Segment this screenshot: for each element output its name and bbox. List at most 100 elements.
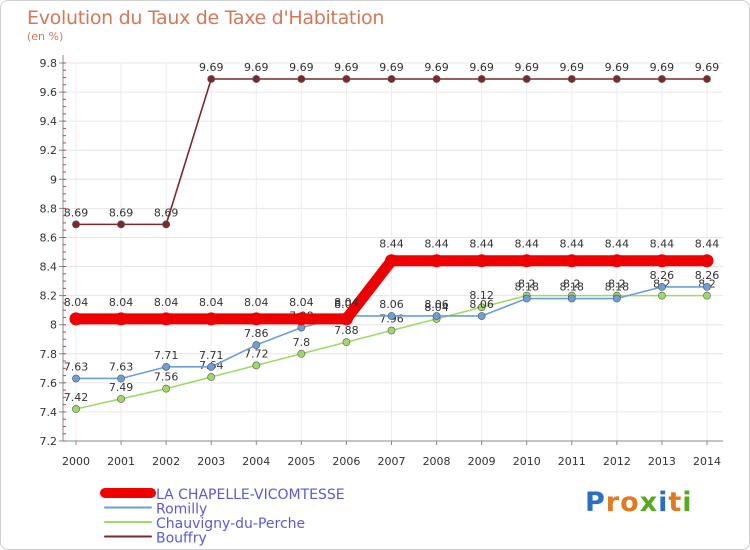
data-label: 9.69 — [695, 61, 720, 74]
data-point — [475, 254, 489, 268]
data-point — [204, 312, 218, 326]
x-tick-label: 2008 — [423, 455, 451, 468]
y-tick-label: 7.4 — [40, 406, 58, 419]
y-tick-label: 9 — [50, 173, 57, 186]
y-tick-label: 8.4 — [40, 261, 58, 274]
data-point — [520, 254, 534, 268]
data-label: 8.44 — [605, 238, 630, 251]
data-label: 8.44 — [650, 238, 675, 251]
legend-label: Romilly — [156, 502, 207, 518]
data-point — [655, 254, 669, 268]
data-label: 7.63 — [109, 360, 134, 373]
x-tick-label: 2010 — [513, 455, 541, 468]
data-label: 9.69 — [650, 61, 675, 74]
x-tick-label: 2007 — [378, 455, 406, 468]
data-point — [385, 254, 398, 268]
data-label: 9.69 — [514, 61, 539, 74]
data-point — [249, 312, 263, 326]
data-point — [387, 75, 396, 83]
data-label: 8.44 — [379, 238, 404, 251]
data-point — [612, 75, 621, 83]
data-point — [69, 312, 83, 326]
data-point — [72, 405, 80, 413]
x-tick-label: 2001 — [107, 455, 135, 468]
data-point — [522, 294, 531, 303]
legend-item: Romilly — [104, 502, 207, 518]
data-label: 9.69 — [560, 61, 585, 74]
data-point — [477, 312, 486, 320]
data-label: 8.04 — [334, 296, 359, 309]
y-tick-label: 7.6 — [40, 377, 58, 390]
x-tick-label: 2009 — [468, 455, 496, 468]
data-label: 7.86 — [244, 327, 269, 340]
data-label: 8.04 — [154, 296, 179, 309]
data-point — [294, 312, 308, 326]
data-label: 7.71 — [154, 349, 179, 362]
data-label: 8.44 — [469, 238, 494, 251]
data-point — [565, 254, 579, 268]
x-tick-label: 2014 — [693, 455, 721, 468]
logo-letter: t — [668, 487, 683, 518]
y-tick-label: 8.6 — [40, 231, 58, 244]
y-tick-label: 8.2 — [40, 290, 58, 303]
data-point — [342, 338, 351, 347]
y-tick-label: 9.6 — [40, 86, 58, 99]
legend-label: Chauvigny-du-Perche — [156, 516, 305, 532]
y-tick-label: 8.8 — [40, 202, 58, 215]
data-point — [207, 373, 216, 381]
data-label: 8.06 — [469, 298, 494, 311]
data-label: 9.69 — [334, 61, 359, 74]
x-tick-label: 2006 — [332, 455, 360, 468]
data-point — [252, 361, 261, 370]
data-point — [610, 254, 624, 268]
data-point — [297, 75, 306, 83]
logo-letter: x — [639, 487, 659, 518]
legend-label: Bouffry — [156, 531, 207, 547]
data-point — [703, 75, 711, 83]
data-label: 8.06 — [424, 298, 449, 311]
data-point — [162, 220, 171, 229]
data-point — [117, 374, 125, 383]
data-label: 8.06 — [379, 298, 404, 311]
data-point — [477, 303, 486, 312]
data-label: 8.44 — [560, 238, 585, 251]
data-label: 8.18 — [605, 281, 630, 294]
data-point — [387, 326, 396, 335]
x-tick-label: 2005 — [287, 455, 315, 468]
data-point — [114, 312, 128, 326]
data-label: 7.72 — [244, 347, 269, 360]
data-point — [159, 312, 173, 326]
data-point — [430, 254, 444, 268]
data-label: 7.71 — [199, 349, 224, 362]
logo-letter: o — [620, 487, 640, 518]
data-label: 7.49 — [109, 381, 134, 394]
x-tick-label: 2000 — [62, 455, 90, 468]
data-point — [432, 75, 441, 83]
data-point — [432, 312, 441, 320]
data-label: 8.04 — [289, 296, 314, 309]
data-point — [339, 312, 353, 326]
data-point — [117, 220, 125, 229]
data-point — [72, 374, 80, 383]
data-label: 8.2 — [563, 278, 581, 291]
data-point — [162, 362, 171, 371]
logo-letter: r — [605, 487, 621, 518]
data-label: 9.69 — [469, 61, 494, 74]
x-tick-label: 2002 — [152, 455, 180, 468]
data-label: 8.18 — [514, 281, 539, 294]
data-point — [567, 75, 576, 83]
data-label: 9.69 — [244, 61, 269, 74]
logo-letter: P — [585, 487, 606, 518]
data-label: 8.04 — [109, 296, 134, 309]
data-label: 8.04 — [424, 301, 449, 314]
y-tick-label: 9.4 — [40, 115, 58, 128]
logo-letter: i — [658, 487, 669, 518]
data-label: 8.69 — [109, 206, 134, 219]
data-point — [658, 75, 666, 83]
y-tick-label: 9.8 — [40, 57, 58, 70]
data-label: 7.56 — [154, 371, 179, 384]
logo-letter: i — [682, 487, 693, 518]
data-label: 7.63 — [64, 360, 89, 373]
data-label: 8.04 — [244, 296, 269, 309]
data-point — [522, 75, 531, 83]
